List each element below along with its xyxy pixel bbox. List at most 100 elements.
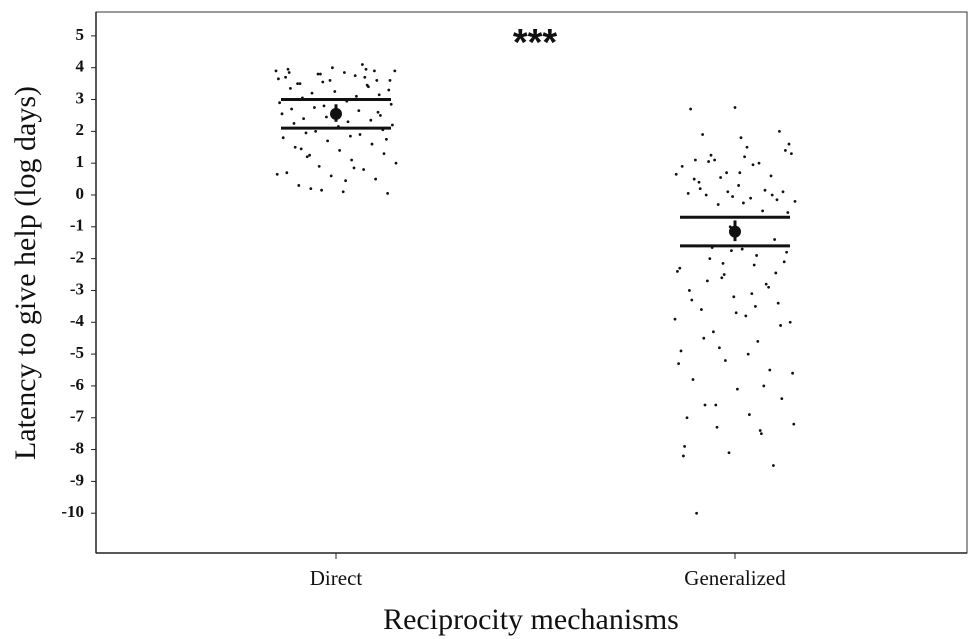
data-point [703, 403, 707, 407]
data-point [721, 262, 725, 265]
y-tick-label: 5 [76, 25, 85, 44]
data-point [698, 187, 702, 191]
data-point [695, 511, 698, 515]
data-point [361, 63, 364, 66]
data-point [344, 179, 347, 183]
data-point [775, 198, 779, 202]
data-point [700, 308, 703, 311]
data-point [275, 172, 279, 176]
data-point [686, 191, 690, 195]
y-axis-title: Latency to give help (log days) [9, 86, 42, 460]
data-point [738, 171, 742, 175]
data-point [391, 123, 394, 127]
y-tick-label: -8 [70, 438, 84, 457]
y-tick-label: -9 [70, 470, 84, 489]
data-point [310, 91, 314, 95]
y-tick-label: -5 [70, 343, 84, 362]
data-point [774, 271, 778, 275]
data-point [394, 161, 398, 165]
data-point [714, 403, 718, 407]
data-point [708, 257, 712, 261]
data-point [389, 102, 393, 106]
data-point [786, 211, 790, 214]
data-point [692, 177, 696, 181]
y-tick-label: -3 [70, 279, 84, 298]
data-point [690, 298, 694, 302]
data-point [290, 107, 293, 111]
data-point [791, 371, 794, 375]
data-point [341, 190, 345, 194]
y-tick-label: -10 [61, 502, 84, 521]
data-point [314, 129, 317, 133]
data-point [712, 330, 715, 334]
data-point [365, 83, 369, 87]
data-point [287, 71, 291, 74]
data-point [784, 149, 787, 152]
data-point [756, 339, 760, 343]
data-point [362, 168, 365, 171]
data-point [673, 317, 677, 321]
data-point [286, 67, 290, 71]
data-point [304, 131, 308, 135]
data-point [727, 451, 731, 455]
data-point [333, 90, 337, 93]
data-point [713, 158, 716, 162]
data-point [316, 72, 320, 76]
data-point [743, 155, 746, 159]
data-point [689, 107, 692, 111]
data-point [719, 176, 722, 179]
data-point [292, 121, 296, 125]
y-tick-label: 3 [76, 88, 85, 107]
data-point [350, 158, 353, 162]
data-point [772, 464, 775, 467]
data-point [739, 136, 743, 140]
data-point [325, 115, 328, 119]
y-tick-label: -2 [70, 248, 84, 267]
data-point [674, 172, 678, 176]
data-point [313, 106, 316, 109]
data-point [682, 454, 685, 458]
data-point [355, 94, 358, 98]
mean-point [330, 107, 342, 120]
data-point [678, 266, 682, 270]
y-tick-label: 1 [76, 152, 85, 171]
data-point [352, 166, 356, 170]
data-point [709, 153, 713, 157]
data-point [346, 120, 350, 124]
mean-point [729, 225, 741, 238]
y-tick-label: 2 [76, 120, 85, 139]
data-point [349, 134, 352, 138]
data-point [780, 397, 784, 401]
data-point [296, 82, 299, 86]
data-point [373, 69, 376, 73]
data-point [694, 158, 697, 162]
data-point [707, 160, 710, 163]
data-point [357, 109, 361, 113]
data-point [319, 72, 322, 76]
data-point [299, 147, 303, 151]
data-point [385, 137, 388, 141]
data-point [715, 425, 719, 429]
data-point [701, 133, 704, 136]
data-point [370, 142, 374, 146]
data-point [706, 279, 709, 283]
data-point [725, 171, 728, 175]
data-point [746, 352, 750, 356]
data-point [702, 336, 706, 340]
data-point [750, 292, 754, 296]
y-tick-label: 4 [76, 57, 85, 76]
data-point [755, 254, 758, 257]
data-point [280, 112, 284, 116]
data-point [776, 301, 780, 305]
data-point [737, 184, 740, 187]
data-point [768, 368, 772, 372]
data-point [749, 196, 752, 200]
data-point [293, 145, 297, 149]
data-point [320, 188, 323, 192]
data-point [691, 378, 695, 381]
data-point [773, 238, 776, 241]
data-point [285, 171, 289, 175]
data-point [751, 163, 755, 167]
data-point [779, 324, 782, 327]
